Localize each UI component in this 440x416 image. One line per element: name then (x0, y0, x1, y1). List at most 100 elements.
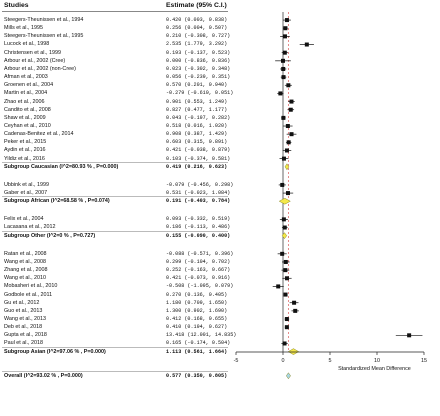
row-estimate: 0.908 (0.387, 1.429) (166, 131, 228, 138)
row-estimate: 0.270 (0.136, 0.405) (166, 291, 228, 298)
row-estimate: 0.023 (-0.302, 0.348) (166, 65, 231, 72)
study-row: Felix et al., 2004 0.093 (-0.332, 0.519) (0, 215, 238, 223)
row-estimate: 1.180 (0.709, 1.650) (166, 299, 228, 306)
row-estimate: 0.299 (-0.104, 0.702) (166, 258, 231, 265)
study-row: Groenen et al., 2004 0.570 (0.201, 0.940) (0, 81, 238, 89)
study-row: Cadenas-Benitez et al., 2014 0.908 (0.387… (0, 130, 238, 138)
study-row: Steegers-Theunissen et al., 1994 0.420 (0… (0, 16, 238, 24)
subgroup-row: Subgroup Caucasian (I^2=80.93 % , P=0.00… (0, 163, 238, 171)
subgroup-row: Subgroup Asian (I^2=97.06 % , P=0.000) 1.… (0, 348, 238, 356)
row-label: Groenen et al., 2004 (4, 82, 54, 89)
effect-marker (282, 50, 287, 55)
x-tick-label: -5 (234, 358, 239, 364)
effect-marker (281, 66, 286, 71)
study-row: Wang et al., 2013 0.412 (0.168, 0.655) (0, 315, 238, 323)
study-row: Peker et al., 2015 0.603 (0.315, 0.891) (0, 138, 238, 146)
x-tick-label: 10 (374, 358, 380, 364)
row-estimate: 0.000 (-0.836, 0.836) (166, 57, 231, 64)
row-estimate: 0.186 (-0.113, 0.486) (166, 224, 231, 231)
row-label: Martin et al., 2004 (4, 90, 48, 97)
row-estimate: 0.165 (-0.174, 0.504) (166, 340, 231, 347)
row-estimate: 1.300 (0.902, 1.690) (166, 307, 228, 314)
row-estimate: 0.056 (-0.239, 0.351) (166, 74, 231, 81)
study-row: Ubbink et al., 1999 -0.079 (-0.456, 0.298… (0, 181, 238, 189)
row-label: Mills et al., 1995 (4, 25, 43, 32)
study-row: Gu et al., 2012 1.180 (0.709, 1.650) (0, 299, 238, 307)
study-row: Mills et al., 1995 0.256 (0.004, 0.507) (0, 24, 238, 32)
effect-marker (283, 268, 288, 273)
row-label: Afman et al., 2003 (4, 74, 48, 81)
row-estimate: 0.901 (0.553, 1.249) (166, 98, 228, 105)
study-row: Ceyhan et al., 2010 0.518 (0.016, 1.020) (0, 122, 238, 130)
row-estimate: -0.088 (-0.571, 0.396) (166, 250, 234, 257)
effect-marker (281, 115, 286, 120)
row-label: Wang et al., 2013 (4, 315, 47, 322)
study-row: Christensen et al., 1999 0.193 (-0.137, 0… (0, 49, 238, 57)
study-row: Wang et al., 2010 0.421 (-0.073, 0.916) (0, 274, 238, 282)
effect-marker (293, 308, 298, 313)
row-label: Gupta et al., 2018 (4, 332, 47, 339)
effect-marker (304, 42, 309, 47)
study-row: Mobasheri et al., 2010 -0.508 (-1.095, 0.… (0, 282, 238, 290)
table-header: Studies Estimate (95% C.I.) (0, 0, 440, 14)
row-separator (2, 230, 228, 232)
row-estimate: 0.827 (0.477, 1.177) (166, 106, 228, 113)
row-label: Yildiz et al., 2016 (4, 155, 45, 162)
effect-marker (281, 156, 286, 161)
study-row: Candito et al., 2008 0.827 (0.477, 1.177) (0, 106, 238, 114)
effect-marker (284, 18, 289, 23)
row-estimate: 0.577 (0.350, 0.805) (166, 372, 228, 379)
subgroup-row: Subgroup African (I^2=68.58 % , P=0.074)… (0, 197, 238, 205)
effect-marker (283, 259, 288, 264)
row-estimate: 0.419 (0.216, 0.623) (166, 163, 228, 170)
row-label: Felix et al., 2004 (4, 216, 44, 223)
effect-marker (284, 276, 289, 281)
row-label: Overall (I^2=93.02 % , P=0.000) (4, 372, 83, 379)
estimate-column-header: Estimate (95% C.I.) (166, 2, 227, 9)
row-estimate: -0.508 (-1.095, 0.079) (166, 283, 234, 290)
effect-marker (289, 99, 294, 104)
row-label: Deb et al., 2018 (4, 324, 43, 331)
effect-marker (283, 292, 288, 297)
effect-marker (284, 325, 289, 330)
study-row: Gupta et al., 2018 13.418 (12.001, 14.835… (0, 331, 238, 339)
row-label: Arbour et al., 2002 (non-Cree) (4, 65, 76, 72)
row-estimate: 13.418 (12.001, 14.835) (166, 332, 237, 339)
x-tick-label: 0 (282, 358, 285, 364)
effect-marker (288, 107, 293, 112)
row-label: Gu et al., 2012 (4, 299, 40, 306)
effect-marker (283, 26, 288, 31)
subgroup-diamond (287, 348, 300, 355)
effect-marker (285, 124, 290, 129)
effect-marker (280, 182, 285, 187)
study-row: Yildiz et al., 2016 0.103 (-0.374, 0.581) (0, 155, 238, 163)
study-row: Arbour et al., 2002 (Cree) 0.000 (-0.836,… (0, 57, 238, 65)
row-estimate: 0.043 (-0.197, 0.282) (166, 114, 231, 121)
effect-marker (281, 75, 286, 80)
effect-marker (289, 132, 294, 137)
study-row: Guo et al., 2013 1.300 (0.902, 1.690) (0, 307, 238, 315)
overall-row: Overall (I^2=93.02 % , P=0.000) 0.577 (0.… (0, 372, 238, 380)
overall-diamond (285, 372, 291, 380)
subgroup-diamond (278, 197, 291, 205)
effect-marker (407, 333, 412, 338)
row-label: Guo et al., 2013 (4, 307, 43, 314)
row-label: Subgroup Other (I^2=0 % , P=0.727) (4, 232, 96, 239)
row-label: Steegers-Theunissen et al., 1995 (4, 33, 84, 40)
study-row: Paul et al., 2018 0.165 (-0.174, 0.504) (0, 339, 238, 347)
effect-marker (281, 58, 285, 63)
row-estimate: -0.079 (-0.456, 0.298) (166, 181, 234, 188)
row-label: Gaber et al., 2007 (4, 190, 48, 196)
study-row: Gaber et al., 2007 0.531 (-0.023, 1.084) (0, 189, 238, 197)
row-label: Zhao et al., 2006 (4, 98, 45, 105)
row-label: Wang et al., 2010 (4, 275, 47, 282)
row-label: Subgroup Caucasian (I^2=80.93 % , P=0.00… (4, 163, 119, 170)
effect-marker (286, 140, 291, 145)
row-label: Arbour et al., 2002 (Cree) (4, 57, 66, 64)
row-estimate: 0.420 (0.003, 0.838) (166, 17, 228, 23)
row-label: Subgroup Asian (I^2=97.06 % , P=0.000) (4, 348, 106, 355)
study-row: Lacasana et al., 2012 0.186 (-0.113, 0.48… (0, 223, 238, 231)
study-row: Zhao et al., 2006 0.901 (0.553, 1.249) (0, 98, 238, 106)
row-estimate: 0.191 (-0.403, 0.784) (166, 198, 231, 205)
